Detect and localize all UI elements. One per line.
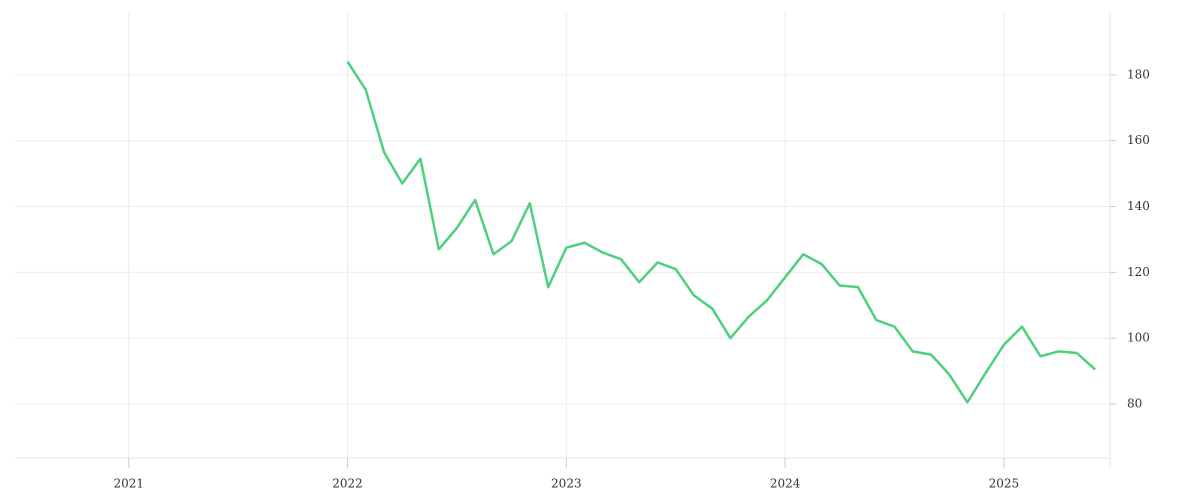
x-tick-label: 2022 [332, 477, 363, 491]
x-tick-label: 2021 [113, 477, 144, 491]
data-line [346, 61, 1096, 404]
y-tick-label: 160 [1127, 133, 1150, 147]
x-tick-label: 2025 [989, 477, 1020, 491]
y-tick-label: 180 [1127, 67, 1150, 81]
y-tick-label: 80 [1127, 397, 1142, 411]
x-tick-label: 2023 [551, 477, 582, 491]
y-tick-label: 140 [1127, 199, 1150, 213]
y-tick-label: 100 [1127, 331, 1150, 345]
x-tick-label: 2024 [770, 477, 801, 491]
y-tick-label: 120 [1127, 265, 1150, 279]
